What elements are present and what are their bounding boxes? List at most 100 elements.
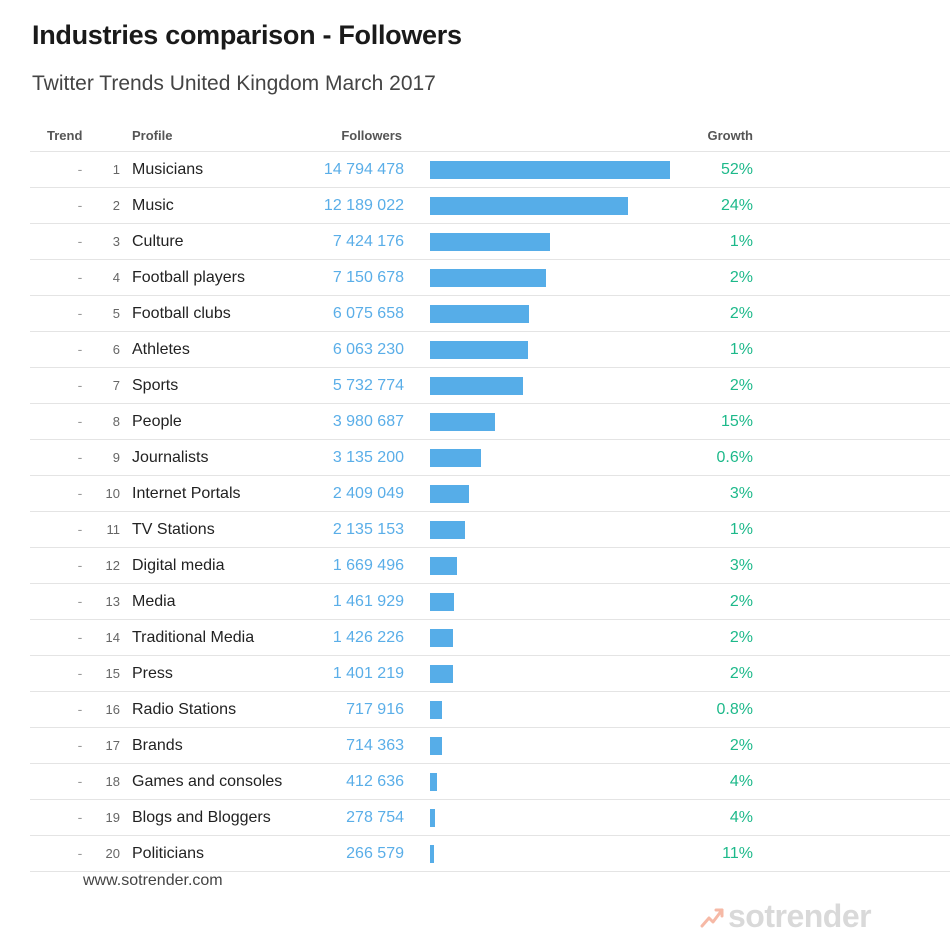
rank-number: 12	[105, 558, 120, 573]
rank-number: 1	[112, 162, 120, 177]
profile-label: Blogs and Bloggers	[132, 809, 271, 826]
followers-bar	[430, 485, 469, 503]
rank-number: 7	[112, 378, 120, 393]
followers-bar	[430, 197, 628, 215]
growth-value: 2%	[729, 737, 753, 754]
followers-bar	[430, 665, 453, 683]
profile-label: Internet Portals	[132, 485, 241, 502]
growth-value: 24%	[720, 197, 753, 214]
trend-indicator: -	[77, 665, 83, 681]
profile-label: Media	[132, 593, 176, 610]
rank-number: 5	[112, 306, 120, 321]
trend-indicator: -	[77, 557, 83, 573]
brand-name: sotrender	[728, 898, 872, 934]
trend-indicator: -	[77, 197, 83, 213]
followers-value: 1 461 929	[332, 593, 404, 610]
rank-number: 18	[105, 774, 120, 789]
profile-label: Radio Stations	[132, 701, 237, 718]
rank-number: 8	[112, 414, 120, 429]
followers-value: 3 135 200	[332, 449, 404, 466]
growth-value: 2%	[729, 593, 753, 610]
followers-bar	[430, 305, 529, 323]
profile-label: Football players	[132, 269, 245, 286]
trend-indicator: -	[77, 737, 83, 753]
table-row: - 2 Music 12 189 022 24%	[30, 188, 950, 224]
growth-value: 0.8%	[716, 701, 753, 718]
growth-value: 0.6%	[716, 449, 753, 466]
source-url: www.sotrender.com	[83, 872, 223, 889]
trend-indicator: -	[77, 593, 83, 609]
profile-label: Brands	[132, 737, 183, 754]
table-row: - 17 Brands 714 363 2%	[30, 728, 950, 764]
followers-value: 5 732 774	[332, 377, 404, 394]
rank-number: 2	[112, 198, 120, 213]
followers-value: 714 363	[346, 737, 404, 754]
rank-number: 10	[105, 486, 120, 501]
followers-bar	[430, 449, 481, 467]
followers-bar	[430, 521, 465, 539]
followers-bar	[430, 377, 523, 395]
rank-number: 14	[105, 630, 120, 645]
trend-indicator: -	[77, 341, 83, 357]
growth-value: 1%	[729, 341, 753, 358]
table-row: - 13 Media 1 461 929 2%	[30, 584, 950, 620]
trend-indicator: -	[77, 845, 83, 861]
followers-value: 7 150 678	[332, 269, 404, 286]
growth-value: 2%	[729, 665, 753, 682]
followers-bar	[430, 701, 442, 719]
table-row: - 15 Press 1 401 219 2%	[30, 656, 950, 692]
profile-label: Athletes	[132, 341, 190, 358]
growth-value: 3%	[729, 485, 753, 502]
followers-value: 2 409 049	[332, 485, 404, 502]
growth-value: 52%	[720, 161, 753, 178]
trend-indicator: -	[77, 413, 83, 429]
chart-title: Industries comparison - Followers	[32, 20, 462, 50]
followers-bar	[430, 773, 437, 791]
growth-value: 2%	[729, 305, 753, 322]
profile-label: TV Stations	[132, 521, 215, 538]
brand-logo: sotrender	[700, 898, 872, 935]
column-header-followers: Followers	[341, 128, 402, 143]
trend-indicator: -	[77, 161, 83, 177]
table-row: - 20 Politicians 266 579 11%	[30, 836, 950, 872]
followers-value: 7 424 176	[332, 233, 404, 250]
sotrender-logo-icon	[700, 908, 724, 927]
column-header-growth: Growth	[707, 128, 754, 143]
growth-value: 15%	[720, 413, 753, 430]
followers-bar	[430, 233, 550, 251]
table-row: - 12 Digital media 1 669 496 3%	[30, 548, 950, 584]
rank-number: 13	[105, 594, 120, 609]
table-row: - 16 Radio Stations 717 916 0.8%	[30, 692, 950, 728]
profile-label: Sports	[132, 377, 179, 394]
rank-number: 3	[112, 234, 120, 249]
rank-number: 17	[105, 738, 120, 753]
chart-subtitle: Twitter Trends United Kingdom March 2017	[32, 72, 436, 95]
followers-bar	[430, 269, 546, 287]
table-row: - 18 Games and consoles 412 636 4%	[30, 764, 950, 800]
profile-label: Press	[132, 665, 173, 682]
trend-indicator: -	[77, 377, 83, 393]
followers-value: 1 401 219	[332, 665, 404, 682]
profile-label: Culture	[132, 233, 184, 250]
table-row: - 9 Journalists 3 135 200 0.6%	[30, 440, 950, 476]
followers-value: 3 980 687	[332, 413, 404, 430]
growth-value: 3%	[729, 557, 753, 574]
table-row: - 5 Football clubs 6 075 658 2%	[30, 296, 950, 332]
trend-indicator: -	[77, 269, 83, 285]
trend-indicator: -	[77, 629, 83, 645]
growth-value: 2%	[729, 377, 753, 394]
followers-bar	[430, 161, 670, 179]
table-row: - 3 Culture 7 424 176 1%	[30, 224, 950, 260]
growth-value: 11%	[722, 845, 753, 862]
table-row: - 4 Football players 7 150 678 2%	[30, 260, 950, 296]
growth-value: 1%	[729, 521, 753, 538]
table-row: - 7 Sports 5 732 774 2%	[30, 368, 950, 404]
followers-bar	[430, 845, 434, 863]
followers-bar	[430, 557, 457, 575]
followers-bar	[430, 341, 528, 359]
profile-label: Games and consoles	[132, 773, 283, 790]
profile-label: Traditional Media	[132, 629, 255, 646]
table-row: - 14 Traditional Media 1 426 226 2%	[30, 620, 950, 656]
rank-number: 20	[105, 846, 120, 861]
followers-value: 1 426 226	[332, 629, 404, 646]
